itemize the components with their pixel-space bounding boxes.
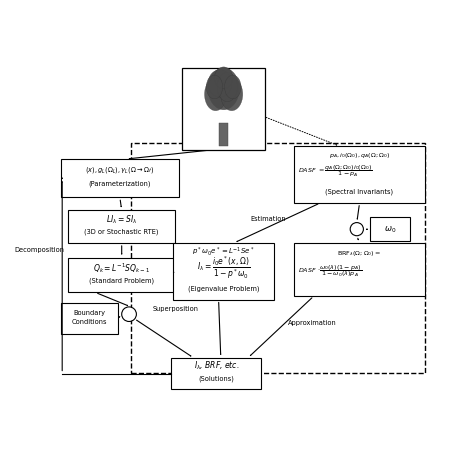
Text: $LI_\lambda = SI_\lambda$: $LI_\lambda = SI_\lambda$ — [106, 213, 137, 226]
Text: (Solutions): (Solutions) — [198, 376, 234, 382]
Text: (Parameterization): (Parameterization) — [89, 181, 151, 187]
Ellipse shape — [208, 68, 239, 110]
Ellipse shape — [206, 75, 223, 99]
Text: $p^*\omega_0 e^* = L^{-1}Se^*$: $p^*\omega_0 e^* = L^{-1}Se^*$ — [192, 246, 255, 258]
FancyBboxPatch shape — [61, 303, 118, 334]
FancyBboxPatch shape — [370, 218, 410, 241]
Text: (Standard Problem): (Standard Problem) — [89, 277, 154, 283]
Ellipse shape — [214, 67, 233, 89]
Text: (Eigenvalue Problem): (Eigenvalue Problem) — [188, 285, 259, 292]
FancyBboxPatch shape — [61, 159, 179, 197]
Text: Superposition: Superposition — [153, 306, 199, 312]
Bar — [219, 123, 228, 146]
Text: DASF $\cdot \dfrac{\omega_0(\lambda)(1-p_A)}{1-\omega_0(\lambda)p_A}$: DASF $\cdot \dfrac{\omega_0(\lambda)(1-p… — [298, 264, 362, 279]
Ellipse shape — [217, 73, 237, 101]
FancyBboxPatch shape — [131, 143, 425, 373]
Text: Estimation: Estimation — [250, 216, 285, 222]
Ellipse shape — [225, 75, 241, 99]
Text: Decomposition: Decomposition — [15, 247, 65, 253]
FancyBboxPatch shape — [182, 68, 265, 150]
FancyBboxPatch shape — [294, 146, 425, 203]
Circle shape — [350, 223, 364, 236]
Text: $I_\lambda = \dfrac{i_0 e^*(x, \Omega)}{1 - p^*\omega_0}$: $I_\lambda = \dfrac{i_0 e^*(x, \Omega)}{… — [197, 255, 250, 281]
Text: $(x), g_L(\Omega_L), \gamma_L(\Omega \rightarrow \Omega\prime)$: $(x), g_L(\Omega_L), \gamma_L(\Omega \ri… — [85, 165, 155, 175]
Ellipse shape — [208, 70, 232, 97]
Text: (Spectral Invariants): (Spectral Invariants) — [326, 189, 393, 195]
Text: $I_\lambda$, BRF, etc.: $I_\lambda$, BRF, etc. — [193, 360, 239, 373]
FancyBboxPatch shape — [294, 243, 425, 296]
Ellipse shape — [205, 78, 227, 111]
Circle shape — [122, 307, 137, 321]
Text: $\mathrm{BRF}_\lambda(\Omega; \Omega_0) =$: $\mathrm{BRF}_\lambda(\Omega; \Omega_0) … — [337, 248, 382, 257]
Text: $\omega_0$: $\omega_0$ — [383, 224, 396, 235]
Ellipse shape — [221, 78, 243, 111]
Text: Approximation: Approximation — [288, 320, 337, 326]
Text: $p_A, i_0(\Omega_0), q_A(\Omega; \Omega_0)$: $p_A, i_0(\Omega_0), q_A(\Omega; \Omega_… — [329, 151, 390, 160]
FancyBboxPatch shape — [173, 243, 274, 300]
Text: $Q_k = L^{-1}SQ_{k-1}$: $Q_k = L^{-1}SQ_{k-1}$ — [93, 261, 150, 274]
Text: (3D or Stochastic RTE): (3D or Stochastic RTE) — [84, 229, 159, 235]
Text: Boundary: Boundary — [73, 310, 106, 316]
FancyBboxPatch shape — [171, 358, 261, 389]
Text: DASF $= \dfrac{q_A(\Omega;\Omega_0)i_0(\Omega_0)}{1-p_A}$: DASF $= \dfrac{q_A(\Omega;\Omega_0)i_0(\… — [298, 163, 373, 179]
FancyBboxPatch shape — [68, 210, 175, 243]
FancyBboxPatch shape — [68, 258, 175, 292]
Text: Conditions: Conditions — [72, 319, 107, 326]
Text: $\otimes$: $\otimes$ — [126, 310, 132, 318]
